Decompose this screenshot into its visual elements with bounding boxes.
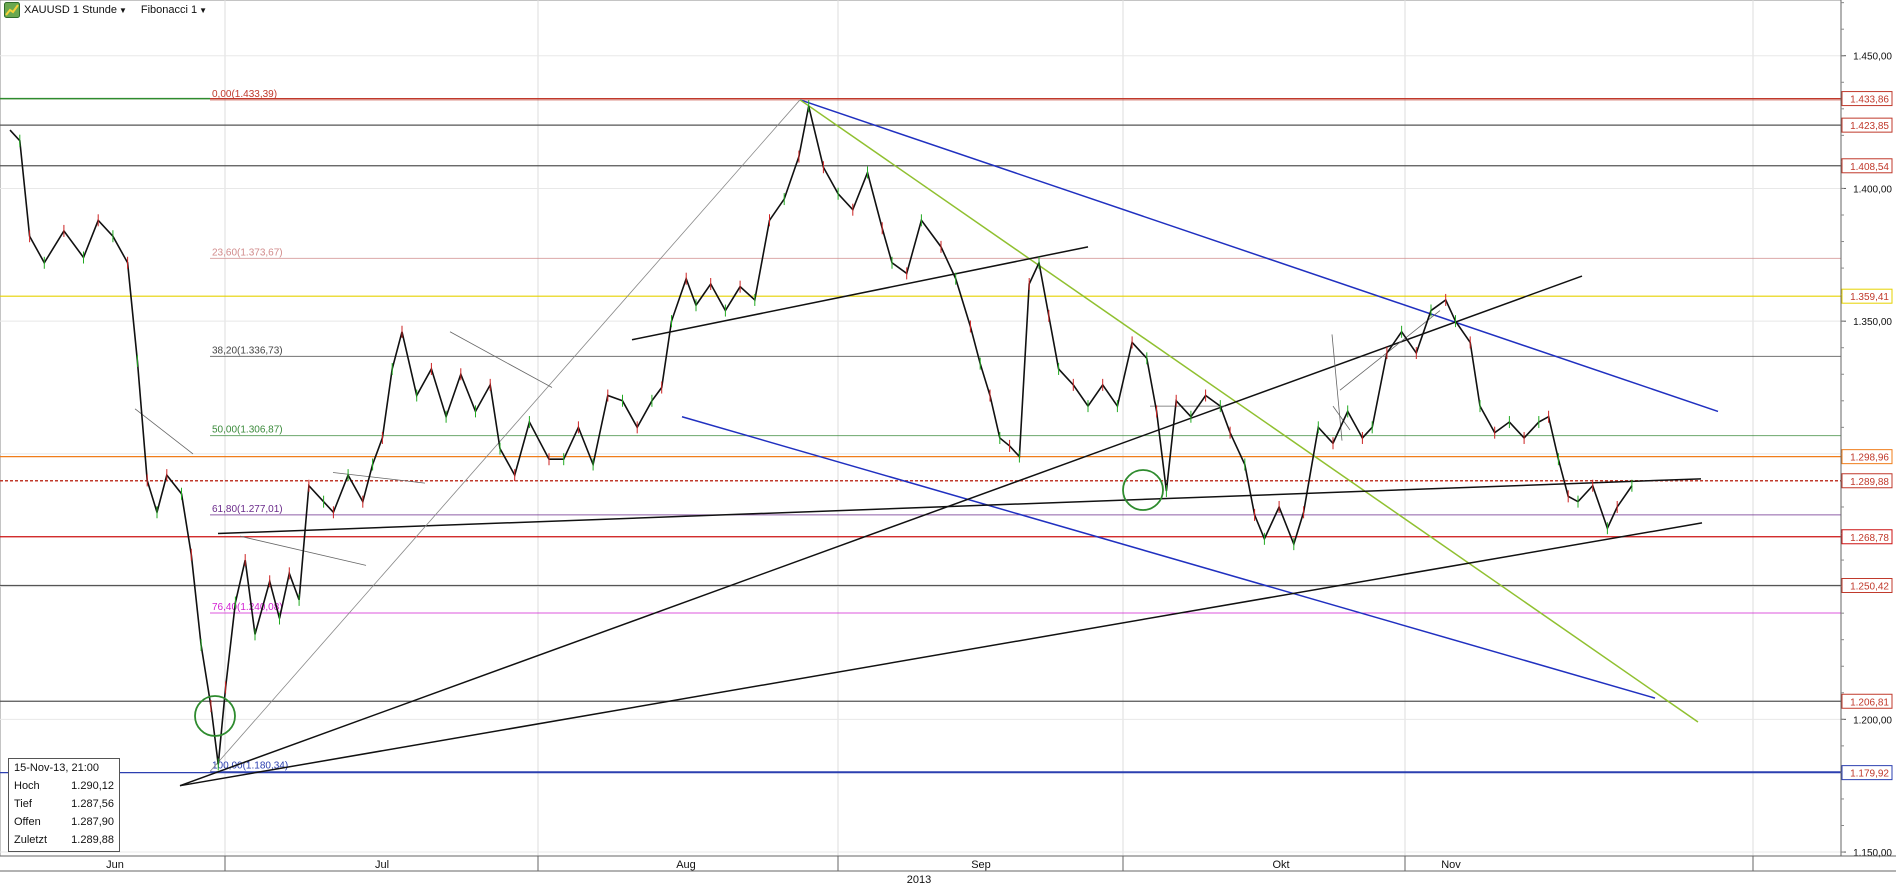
trend-line-blue-upper [799, 99, 1719, 413]
y-tick-label: 1.400,00 [1853, 184, 1892, 195]
symbol-dropdown[interactable]: XAUUSD 1 Stunde ▼ [24, 4, 127, 16]
price-level-label: 1.359,41 [1850, 292, 1889, 303]
price-axis: 1.150,001.200,001.250,001.300,001.350,00… [1841, 2, 1893, 859]
y-tick-label: 1.450,00 [1853, 52, 1892, 63]
horizontal-gridlines [0, 55, 1841, 853]
price-level-label: 1.206,81 [1850, 697, 1889, 708]
info-value: 1.287,56 [71, 798, 114, 810]
month-label: Sep [971, 859, 991, 871]
price-level-box [1841, 473, 1893, 489]
price-level-label: 1.433,86 [1850, 95, 1889, 106]
price-level-box [1841, 577, 1893, 593]
trend-line-black-long [179, 275, 1583, 787]
tool-dropdown[interactable]: Fibonacci 1 ▼ [141, 4, 207, 16]
trend-line-black-support [217, 478, 1702, 535]
price-series [9, 100, 1633, 771]
circle-markers [194, 469, 1164, 737]
chart-logo-icon [4, 2, 20, 18]
price-level-label: 1.250,42 [1850, 581, 1889, 592]
fib-level-label: 61,80(1.277,01) [212, 504, 283, 515]
price-level-label: 1.268,78 [1850, 533, 1889, 544]
info-value: 1.287,90 [71, 816, 114, 828]
info-row-low: Tief 1.287,56 [9, 795, 119, 813]
price-level-box [1841, 117, 1893, 133]
month-label: Nov [1441, 859, 1461, 871]
info-value: 1.289,88 [71, 834, 114, 846]
vertical-gridlines [224, 0, 1754, 856]
trend-line-black-mid [631, 246, 1089, 341]
channel-line [1332, 405, 1351, 431]
info-label: Zuletzt [14, 834, 48, 846]
channel-line [1331, 334, 1343, 441]
month-label: Jul [375, 859, 389, 871]
month-label: Jun [106, 859, 124, 871]
trend-line-green [799, 99, 1699, 723]
price-level-box [1841, 693, 1893, 709]
year-label: 2013 [907, 874, 931, 886]
y-tick-label: 1.200,00 [1853, 715, 1892, 726]
chart-toolbar: XAUUSD 1 Stunde ▼ Fibonacci 1 ▼ [24, 2, 207, 18]
chevron-down-icon: ▼ [118, 5, 127, 15]
info-row-open: Offen 1.287,90 [9, 813, 119, 831]
info-label: Hoch [14, 780, 40, 792]
price-level-label: 1.423,85 [1850, 121, 1889, 132]
fib-level-label: 23,60(1.373,67) [212, 247, 283, 258]
circle-marker [1122, 469, 1164, 511]
horizontal-levels [0, 97, 1841, 774]
trend-line-blue-lower [681, 416, 1656, 699]
fib-level-label: 100,00(1.180,34) [212, 761, 288, 772]
price-level-label: 1.408,54 [1850, 162, 1889, 173]
price-level-box [1841, 529, 1893, 545]
chevron-down-icon: ▼ [199, 5, 208, 15]
info-label: Offen [14, 816, 41, 828]
month-label: Okt [1272, 859, 1289, 871]
price-level-box [1841, 765, 1893, 781]
symbol-label: XAUUSD 1 Stunde [24, 4, 117, 16]
price-level-label: 1.289,88 [1850, 477, 1889, 488]
price-level-label: 1.179,92 [1850, 769, 1889, 780]
ohlc-info-panel: 15-Nov-13, 21:00 Hoch 1.290,12 Tief 1.28… [8, 758, 120, 852]
month-label: Aug [676, 859, 696, 871]
price-level-box [1841, 449, 1893, 465]
tool-label: Fibonacci 1 [140, 4, 198, 16]
info-row-last: Zuletzt 1.289,88 [9, 831, 119, 849]
price-level-box [1841, 91, 1893, 107]
y-tick-label: 1.350,00 [1853, 317, 1892, 328]
y-tick-label: 1.150,00 [1853, 848, 1892, 859]
fib-level-label: 50,00(1.306,87) [212, 425, 283, 436]
fib-level-label: 76,40(1.240,08) [212, 602, 283, 613]
trend-lines [134, 99, 1719, 787]
fib-level-label: 0,00(1.433,39) [212, 89, 277, 100]
info-row-high: Hoch 1.290,12 [9, 777, 119, 795]
fib-diagonal [209, 99, 801, 772]
fib-level-label: 38,20(1.336,73) [212, 345, 283, 356]
circle-marker [194, 695, 236, 737]
price-level-label: 1.298,96 [1850, 453, 1889, 464]
channel-line [449, 331, 553, 388]
time-axis: Jun Jul Aug Sep Okt Nov 2013 [106, 856, 1754, 886]
channel-line [1339, 310, 1441, 391]
info-date: 15-Nov-13, 21:00 [14, 762, 99, 774]
price-line [9, 105, 1633, 765]
trend-line-black-lower [179, 522, 1703, 787]
info-label: Tief [14, 798, 32, 810]
price-level-box [1841, 158, 1893, 174]
price-level-box [1841, 288, 1893, 304]
info-value: 1.290,12 [71, 780, 114, 792]
channel-line [134, 408, 194, 455]
